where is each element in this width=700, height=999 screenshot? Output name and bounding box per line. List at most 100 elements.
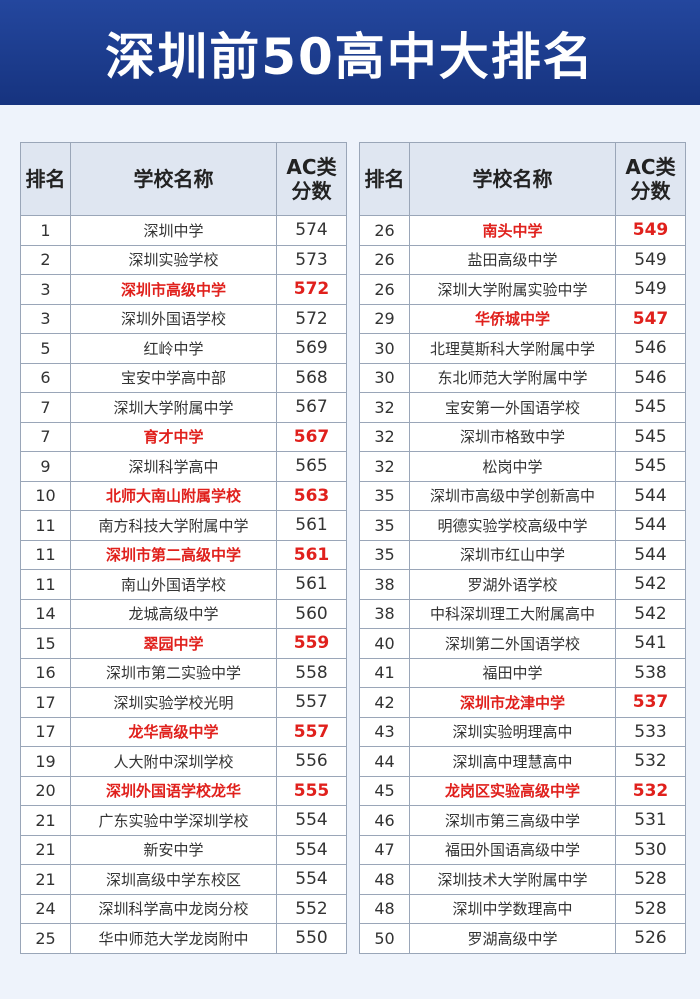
school: 龙岗区实验高级中学 xyxy=(409,775,616,806)
rank: 44 xyxy=(359,746,410,777)
score: 550 xyxy=(276,923,347,954)
row: 30 北理莫斯科大学附属中学 546 xyxy=(359,333,686,364)
score: 572 xyxy=(276,274,347,305)
score: 526 xyxy=(615,923,686,954)
score: 532 xyxy=(615,746,686,777)
row: 10 北师大南山附属学校 563 xyxy=(20,480,347,511)
school: 南头中学 xyxy=(409,215,616,246)
school: 深圳中学数理高中 xyxy=(409,893,616,924)
rank: 40 xyxy=(359,628,410,659)
row: 16 深圳市第二实验中学 558 xyxy=(20,657,347,688)
row: 17 龙华高级中学 557 xyxy=(20,716,347,747)
header-score: AC类 分数 xyxy=(276,142,347,216)
school: 育才中学 xyxy=(70,421,277,452)
rank: 50 xyxy=(359,923,410,954)
rank: 41 xyxy=(359,657,410,688)
header-score: AC类 分数 xyxy=(615,142,686,216)
school: 宝安中学高中部 xyxy=(70,362,277,393)
score: 528 xyxy=(615,864,686,895)
score: 542 xyxy=(615,598,686,629)
school: 深圳高级中学东校区 xyxy=(70,864,277,895)
rank: 11 xyxy=(20,569,71,600)
school: 华侨城中学 xyxy=(409,303,616,334)
score: 554 xyxy=(276,834,347,865)
school: 龙华高级中学 xyxy=(70,716,277,747)
score: 532 xyxy=(615,775,686,806)
rank: 17 xyxy=(20,716,71,747)
school: 罗湖高级中学 xyxy=(409,923,616,954)
school: 北师大南山附属学校 xyxy=(70,480,277,511)
row: 26 深圳大学附属实验中学 549 xyxy=(359,274,686,305)
row: 50 罗湖高级中学 526 xyxy=(359,923,686,954)
row: 14 龙城高级中学 560 xyxy=(20,598,347,629)
rank: 26 xyxy=(359,215,410,246)
row: 21 深圳高级中学东校区 554 xyxy=(20,864,347,895)
score: 533 xyxy=(615,716,686,747)
rank: 46 xyxy=(359,805,410,836)
score: 546 xyxy=(615,362,686,393)
score: 538 xyxy=(615,657,686,688)
school: 松岗中学 xyxy=(409,451,616,482)
ranking-table: 排名 学校名称 AC类 分数 26 南头中学 549 26 盐田高级中学 549 26 深圳大学附属实… xyxy=(359,142,686,954)
school: 东北师范大学附属中学 xyxy=(409,362,616,393)
rank: 30 xyxy=(359,333,410,364)
rank: 19 xyxy=(20,746,71,777)
rank: 29 xyxy=(359,303,410,334)
school: 深圳实验学校 xyxy=(70,244,277,275)
row: 48 深圳技术大学附属中学 528 xyxy=(359,864,686,895)
score: 549 xyxy=(615,215,686,246)
rank: 9 xyxy=(20,451,71,482)
score: 569 xyxy=(276,333,347,364)
banner: 深圳前50高中大排名 xyxy=(0,0,700,105)
row: 26 南头中学 549 xyxy=(359,215,686,246)
row: 29 华侨城中学 547 xyxy=(359,303,686,334)
score: 545 xyxy=(615,421,686,452)
header-score-line: AC类 xyxy=(625,155,676,179)
school: 深圳大学附属实验中学 xyxy=(409,274,616,305)
rank: 3 xyxy=(20,303,71,334)
score: 560 xyxy=(276,598,347,629)
header-score-line: AC类 xyxy=(286,155,337,179)
score: 531 xyxy=(615,805,686,836)
school: 深圳大学附属中学 xyxy=(70,392,277,423)
rank: 35 xyxy=(359,480,410,511)
score: 545 xyxy=(615,392,686,423)
row: 38 罗湖外语学校 542 xyxy=(359,569,686,600)
row: 32 松岗中学 545 xyxy=(359,451,686,482)
score: 558 xyxy=(276,657,347,688)
school: 深圳市第二高级中学 xyxy=(70,539,277,570)
row: 42 深圳市龙津中学 537 xyxy=(359,687,686,718)
row: 46 深圳市第三高级中学 531 xyxy=(359,805,686,836)
score: 552 xyxy=(276,893,347,924)
row: 26 盐田高级中学 549 xyxy=(359,244,686,275)
rank: 47 xyxy=(359,834,410,865)
school: 北理莫斯科大学附属中学 xyxy=(409,333,616,364)
row: 19 人大附中深圳学校 556 xyxy=(20,746,347,777)
score: 563 xyxy=(276,480,347,511)
rank: 2 xyxy=(20,244,71,275)
row: 21 广东实验中学深圳学校 554 xyxy=(20,805,347,836)
header-school: 学校名称 xyxy=(409,142,616,216)
row: 21 新安中学 554 xyxy=(20,834,347,865)
score: 557 xyxy=(276,687,347,718)
rank: 48 xyxy=(359,893,410,924)
school: 深圳科学高中龙岗分校 xyxy=(70,893,277,924)
school: 人大附中深圳学校 xyxy=(70,746,277,777)
school: 盐田高级中学 xyxy=(409,244,616,275)
rank: 26 xyxy=(359,244,410,275)
school: 福田中学 xyxy=(409,657,616,688)
score: 547 xyxy=(615,303,686,334)
school: 罗湖外语学校 xyxy=(409,569,616,600)
row: 32 宝安第一外国语学校 545 xyxy=(359,392,686,423)
row: 1 深圳中学 574 xyxy=(20,215,347,246)
row: 44 深圳高中理慧高中 532 xyxy=(359,746,686,777)
rank: 35 xyxy=(359,510,410,541)
row: 30 东北师范大学附属中学 546 xyxy=(359,362,686,393)
school: 深圳外国语学校 xyxy=(70,303,277,334)
school: 深圳实验学校光明 xyxy=(70,687,277,718)
rank: 10 xyxy=(20,480,71,511)
row: 5 红岭中学 569 xyxy=(20,333,347,364)
school: 深圳科学高中 xyxy=(70,451,277,482)
row: 7 深圳大学附属中学 567 xyxy=(20,392,347,423)
score: 542 xyxy=(615,569,686,600)
